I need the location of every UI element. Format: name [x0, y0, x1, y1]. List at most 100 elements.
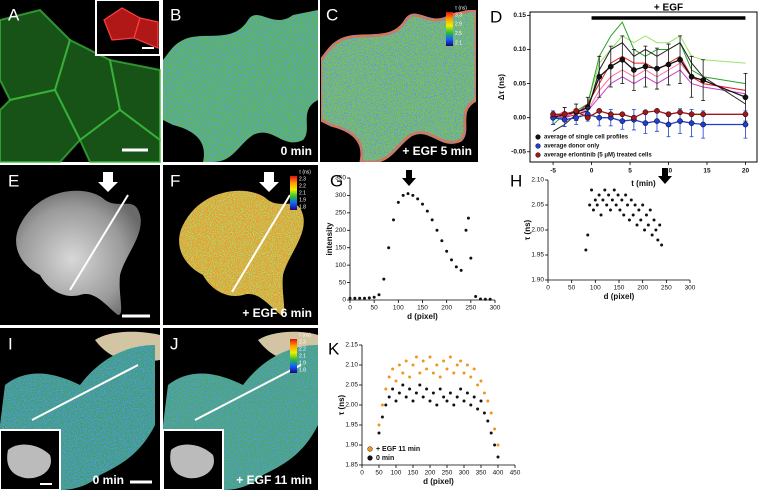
marker — [700, 121, 706, 128]
arrow — [402, 170, 416, 186]
point — [377, 431, 381, 435]
point — [488, 297, 492, 301]
marker — [596, 114, 603, 121]
marker — [561, 116, 568, 123]
panel-label: I — [8, 334, 13, 353]
point — [397, 363, 401, 367]
x-tick-label: 100 — [393, 305, 404, 312]
marker — [619, 118, 626, 124]
x-tick-label: 0 — [590, 168, 594, 175]
point — [650, 233, 654, 237]
x-axis-label: d (pixel) — [423, 477, 454, 486]
point — [387, 395, 391, 399]
point — [445, 399, 449, 403]
x-axis-label: t (min) — [631, 179, 656, 188]
panel-label: G — [330, 171, 343, 190]
point — [425, 367, 429, 371]
colorbar-title: τ (ns) — [455, 5, 467, 11]
y-axis-label: τ (ns) — [523, 219, 532, 240]
image-i — [0, 328, 160, 490]
x-tick-label: 15 — [703, 168, 711, 175]
marker — [631, 67, 637, 73]
colorbar-tick: 2.2 — [299, 183, 306, 189]
point — [421, 202, 424, 206]
panel-label: K — [328, 339, 340, 358]
series-line — [552, 42, 746, 132]
x-tick-label: -5 — [550, 168, 556, 175]
colorbar-tick: 2.1 — [299, 190, 306, 196]
x-tick-label: 200 — [637, 285, 648, 292]
y-tick-label: 350 — [335, 175, 346, 182]
point — [612, 188, 616, 192]
colorbar-title: τ (ns) — [299, 332, 311, 338]
colorbar-tick: 1.8 — [299, 204, 306, 210]
marker — [607, 63, 614, 70]
colorbar-tick: 1.8 — [299, 367, 306, 373]
point — [391, 387, 395, 391]
marker — [742, 94, 749, 101]
point — [482, 411, 486, 415]
y-axis-label: τ (ns) — [337, 394, 346, 415]
point — [442, 395, 446, 399]
point — [479, 379, 483, 383]
point — [493, 443, 497, 447]
x-tick-label: 400 — [493, 470, 504, 477]
point — [482, 391, 486, 395]
caption: + EGF 6 min — [242, 306, 312, 320]
marker — [550, 111, 556, 118]
annotation: + EGF — [654, 3, 683, 14]
point — [590, 188, 594, 192]
point — [605, 203, 609, 207]
point — [448, 391, 452, 395]
panel-label: J — [170, 334, 179, 353]
x-tick-label: 50 — [371, 305, 379, 312]
point — [421, 359, 425, 363]
point — [469, 256, 473, 260]
point — [425, 209, 429, 213]
x-tick-label: 200 — [425, 470, 436, 477]
point — [363, 296, 366, 300]
marker — [688, 111, 695, 118]
y-axis-label: intensity — [325, 222, 334, 255]
marker — [642, 63, 649, 70]
point — [608, 208, 612, 212]
legend-marker — [535, 134, 541, 140]
point — [474, 295, 478, 299]
point — [626, 203, 630, 207]
point — [472, 395, 476, 399]
y-tick-label: 1.90 — [531, 277, 544, 284]
x-tick-label: 0 — [360, 470, 364, 477]
marker — [642, 109, 649, 116]
x-tick-label: 200 — [441, 305, 452, 312]
colorbar-tick: 2.2 — [299, 346, 306, 352]
point — [414, 391, 418, 395]
point — [496, 443, 500, 447]
y-tick-label: 1.85 — [345, 462, 358, 469]
point — [462, 399, 466, 403]
point — [396, 200, 400, 204]
point — [646, 223, 650, 227]
point — [584, 248, 588, 252]
point — [588, 203, 592, 207]
image-a — [0, 0, 161, 163]
marker — [596, 108, 603, 114]
panel-label: B — [170, 5, 181, 24]
point — [404, 395, 408, 399]
point — [387, 375, 391, 379]
marker — [677, 56, 683, 63]
y-tick-label: 300 — [335, 192, 346, 199]
point — [496, 455, 500, 459]
x-tick-label: 50 — [375, 470, 383, 477]
y-tick-label: 2.00 — [531, 227, 544, 234]
marker — [665, 111, 672, 118]
x-axis-label: d (pixel) — [407, 312, 438, 321]
point — [627, 218, 631, 222]
point — [377, 423, 381, 427]
marker — [619, 111, 626, 118]
point — [401, 371, 405, 375]
point — [469, 375, 473, 379]
point — [414, 355, 418, 359]
point — [454, 265, 458, 269]
point — [610, 198, 614, 202]
y-tick-label: 2.05 — [345, 382, 358, 389]
